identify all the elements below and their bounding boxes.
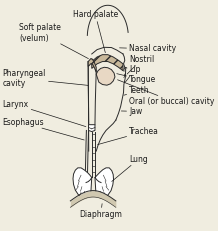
Polygon shape xyxy=(95,168,114,198)
Text: Tongue: Tongue xyxy=(117,74,157,84)
Text: Lung: Lung xyxy=(112,155,148,182)
Text: Jaw: Jaw xyxy=(121,107,143,116)
Text: Trachea: Trachea xyxy=(98,127,159,145)
Text: Nasal cavity: Nasal cavity xyxy=(119,44,176,53)
Polygon shape xyxy=(96,67,115,85)
Text: Teeth: Teeth xyxy=(124,86,150,95)
Polygon shape xyxy=(88,58,96,72)
Text: Soft palate
(velum): Soft palate (velum) xyxy=(19,23,89,59)
Text: Pharyngeal
cavity: Pharyngeal cavity xyxy=(2,69,88,88)
Polygon shape xyxy=(73,168,92,198)
Text: Hard palate: Hard palate xyxy=(73,10,118,53)
Text: Oral (or buccal) cavity: Oral (or buccal) cavity xyxy=(118,80,215,106)
Polygon shape xyxy=(92,55,123,71)
Polygon shape xyxy=(89,125,95,132)
Text: Nostril: Nostril xyxy=(127,55,155,74)
Text: Esophagus: Esophagus xyxy=(2,118,84,140)
Text: Lip: Lip xyxy=(125,65,141,82)
Text: Larynx: Larynx xyxy=(2,100,86,127)
Text: Diaphragm: Diaphragm xyxy=(79,204,122,219)
